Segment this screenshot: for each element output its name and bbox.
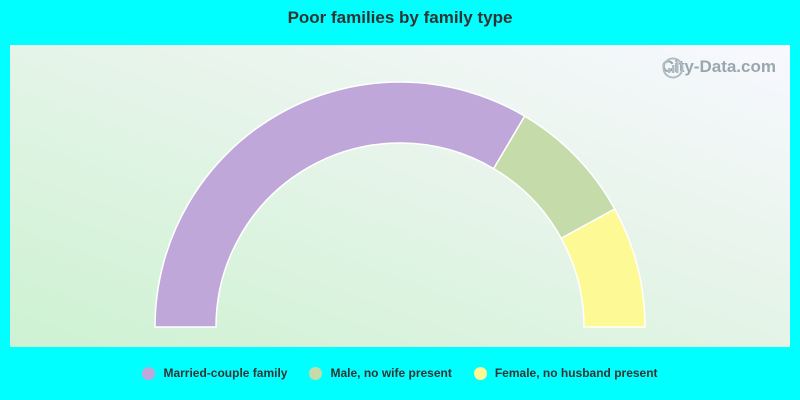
half-donut-chart (154, 81, 646, 328)
legend-label: Female, no husband present (494, 366, 658, 380)
legend-item: Male, no wife present (309, 366, 452, 380)
legend-swatch (473, 366, 487, 380)
city-data-logo-icon (662, 57, 684, 79)
legend-label: Married-couple family (163, 366, 288, 380)
slice-female-no-husband-present[interactable] (560, 207, 646, 328)
legend-label: Male, no wife present (330, 366, 452, 380)
plot-area: City-Data.com (10, 45, 790, 347)
chart-title: Poor families by family type (287, 8, 513, 27)
legend-item: Married-couple family (142, 366, 287, 380)
watermark: City-Data.com (661, 57, 776, 79)
legend-swatch (142, 366, 156, 380)
legend-item: Female, no husband present (473, 366, 658, 380)
legend: Married-couple family Male, no wife prese… (0, 363, 800, 383)
watermark-text: City-Data.com (661, 57, 776, 76)
legend-swatch (309, 366, 323, 380)
slice-married-couple-family[interactable] (154, 81, 526, 328)
